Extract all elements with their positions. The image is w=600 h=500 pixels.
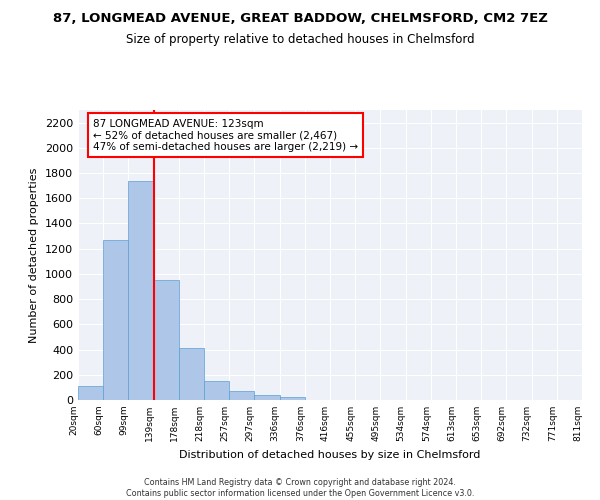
Text: Contains HM Land Registry data © Crown copyright and database right 2024.
Contai: Contains HM Land Registry data © Crown c… — [126, 478, 474, 498]
Bar — [128, 181, 154, 400]
Bar — [103, 240, 128, 400]
Bar — [154, 280, 179, 400]
X-axis label: Distribution of detached houses by size in Chelmsford: Distribution of detached houses by size … — [179, 450, 481, 460]
Bar — [204, 381, 229, 400]
Bar — [254, 394, 280, 400]
Bar — [179, 348, 204, 400]
Y-axis label: Number of detached properties: Number of detached properties — [29, 168, 40, 342]
Bar — [78, 386, 103, 400]
Text: 87, LONGMEAD AVENUE, GREAT BADDOW, CHELMSFORD, CM2 7EZ: 87, LONGMEAD AVENUE, GREAT BADDOW, CHELM… — [53, 12, 547, 26]
Text: 87 LONGMEAD AVENUE: 123sqm
← 52% of detached houses are smaller (2,467)
47% of s: 87 LONGMEAD AVENUE: 123sqm ← 52% of deta… — [93, 118, 358, 152]
Text: Size of property relative to detached houses in Chelmsford: Size of property relative to detached ho… — [125, 32, 475, 46]
Bar — [280, 397, 305, 400]
Bar — [229, 390, 254, 400]
